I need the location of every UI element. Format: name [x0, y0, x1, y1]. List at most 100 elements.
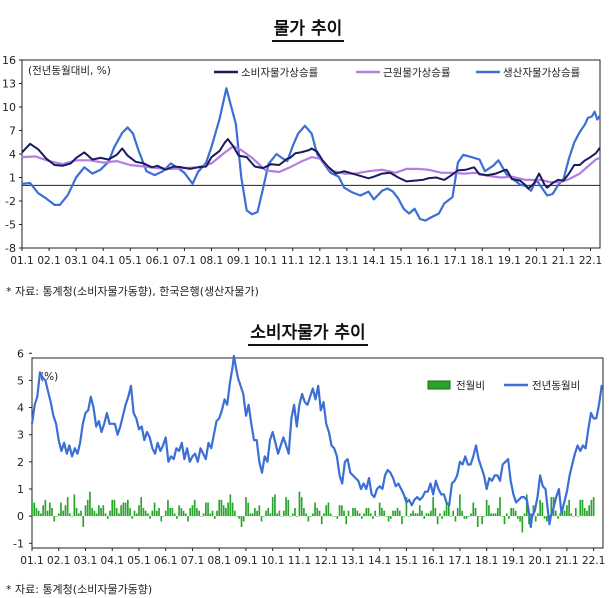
bar-mom [592, 497, 595, 517]
bar-mom [140, 497, 143, 517]
top-x-tick-label: 22.1 [579, 255, 602, 267]
bottom-y-tick-label: 1 [17, 483, 24, 496]
top-x-tick-label: 12.1 [308, 255, 331, 267]
bar-mom [329, 513, 332, 517]
bar-mom [256, 510, 258, 517]
top-chart-source: * 자료: 통계청(소비자물가동향), 한국은행(생산자물가) [6, 285, 259, 298]
bar-mom [412, 510, 414, 517]
bar-mom [111, 499, 114, 517]
bar-mom [425, 513, 428, 517]
bar-mom [271, 497, 274, 517]
bar-mom [122, 502, 125, 517]
bar-mom [566, 505, 568, 517]
bar-mom [568, 499, 570, 517]
top-y-tick-label: 13 [2, 78, 16, 91]
bar-mom [106, 516, 109, 519]
bar-mom [394, 510, 397, 517]
bar-mom [305, 513, 307, 517]
bar-mom [327, 502, 330, 517]
bottom-x-tick-label: 08.1 [208, 555, 231, 567]
bar-mom [291, 513, 294, 517]
bar-mom [229, 494, 232, 517]
bar-mom [207, 502, 209, 517]
bottom-x-tick-label: 12.1 [314, 555, 337, 567]
bar-mom [541, 502, 544, 517]
bar-mom [405, 497, 408, 517]
bar-mom [508, 516, 510, 519]
bar-mom [193, 499, 196, 517]
bar-mom [496, 507, 499, 517]
bar-mom [213, 516, 216, 519]
bar-mom [474, 507, 477, 517]
bar-mom [378, 502, 381, 517]
bar-mom [289, 516, 292, 517]
bar-mom [490, 513, 492, 517]
bottom-x-tick-label: 09.1 [234, 555, 257, 567]
bar-mom [196, 507, 198, 517]
bar-mom [546, 516, 548, 522]
bar-mom [459, 494, 461, 517]
bottom-x-tick-label: 02.1 [47, 555, 70, 567]
bar-mom [82, 516, 85, 527]
bar-mom [242, 516, 245, 522]
legend-label-cpi: 소비자물가상승률 [241, 67, 319, 79]
bar-mom [131, 516, 134, 519]
bar-mom [138, 505, 140, 517]
bottom-x-tick-label: 13.1 [341, 555, 364, 567]
bar-mom [441, 516, 443, 519]
bar-mom [563, 510, 566, 517]
bar-mom [178, 505, 180, 517]
bar-mom [418, 505, 421, 517]
series-line-yoy [30, 354, 603, 529]
bottom-x-tick-label: 21.1 [555, 555, 578, 567]
bar-mom [109, 510, 111, 517]
bar-mom [492, 513, 495, 517]
bar-mom [517, 516, 519, 519]
top-x-tick-label: 01.1 [10, 255, 33, 267]
bar-mom [534, 516, 537, 522]
bar-mom [372, 516, 374, 519]
bar-mom [267, 507, 270, 517]
bar-mom [436, 516, 439, 525]
bar-mom [358, 513, 361, 517]
bar-mom [57, 513, 60, 517]
series-line-cpi [21, 138, 601, 190]
bar-mom [262, 516, 265, 517]
bar-mom [149, 516, 151, 519]
bar-mom [485, 499, 488, 517]
top-x-tick-label: 16.1 [416, 255, 439, 267]
top-x-tick-label: 19.1 [498, 255, 521, 267]
bar-mom [501, 516, 504, 517]
bar-mom [340, 505, 343, 517]
bottom-x-tick-label: 20.1 [528, 555, 551, 567]
bottom-x-tick-label: 06.1 [154, 555, 177, 567]
bar-mom [151, 510, 154, 517]
bottom-y-tick-label: 4 [17, 402, 24, 415]
top-y-tick-label: -8 [5, 242, 16, 255]
bottom-chart-title: 소비자물가 추이 [0, 318, 616, 346]
legend-label-ppi: 생산자물가상승률 [503, 67, 581, 79]
bar-mom [77, 513, 80, 517]
bar-mom [356, 510, 359, 517]
bar-mom [80, 510, 82, 517]
top-x-tick-label: 11.1 [281, 255, 304, 267]
bar-mom [147, 513, 149, 517]
bar-mom [51, 507, 53, 517]
bar-mom [456, 507, 459, 517]
bar-mom [184, 513, 187, 517]
bottom-plot-frame [31, 357, 604, 549]
top-x-tick-label: 13.1 [335, 255, 358, 267]
bar-mom [450, 516, 452, 517]
bottom-y-tick-label: 0 [17, 510, 24, 523]
top-y-tick-label: 7 [9, 125, 16, 138]
bar-mom [258, 505, 261, 517]
bar-mom [218, 499, 221, 517]
bar-mom [398, 510, 401, 517]
bar-mom [325, 505, 328, 517]
bar-mom [294, 507, 296, 517]
bar-mom [285, 497, 287, 517]
bar-mom [169, 507, 172, 517]
bar-mom [198, 510, 200, 517]
bottom-x-tick-label: 15.1 [395, 555, 418, 567]
